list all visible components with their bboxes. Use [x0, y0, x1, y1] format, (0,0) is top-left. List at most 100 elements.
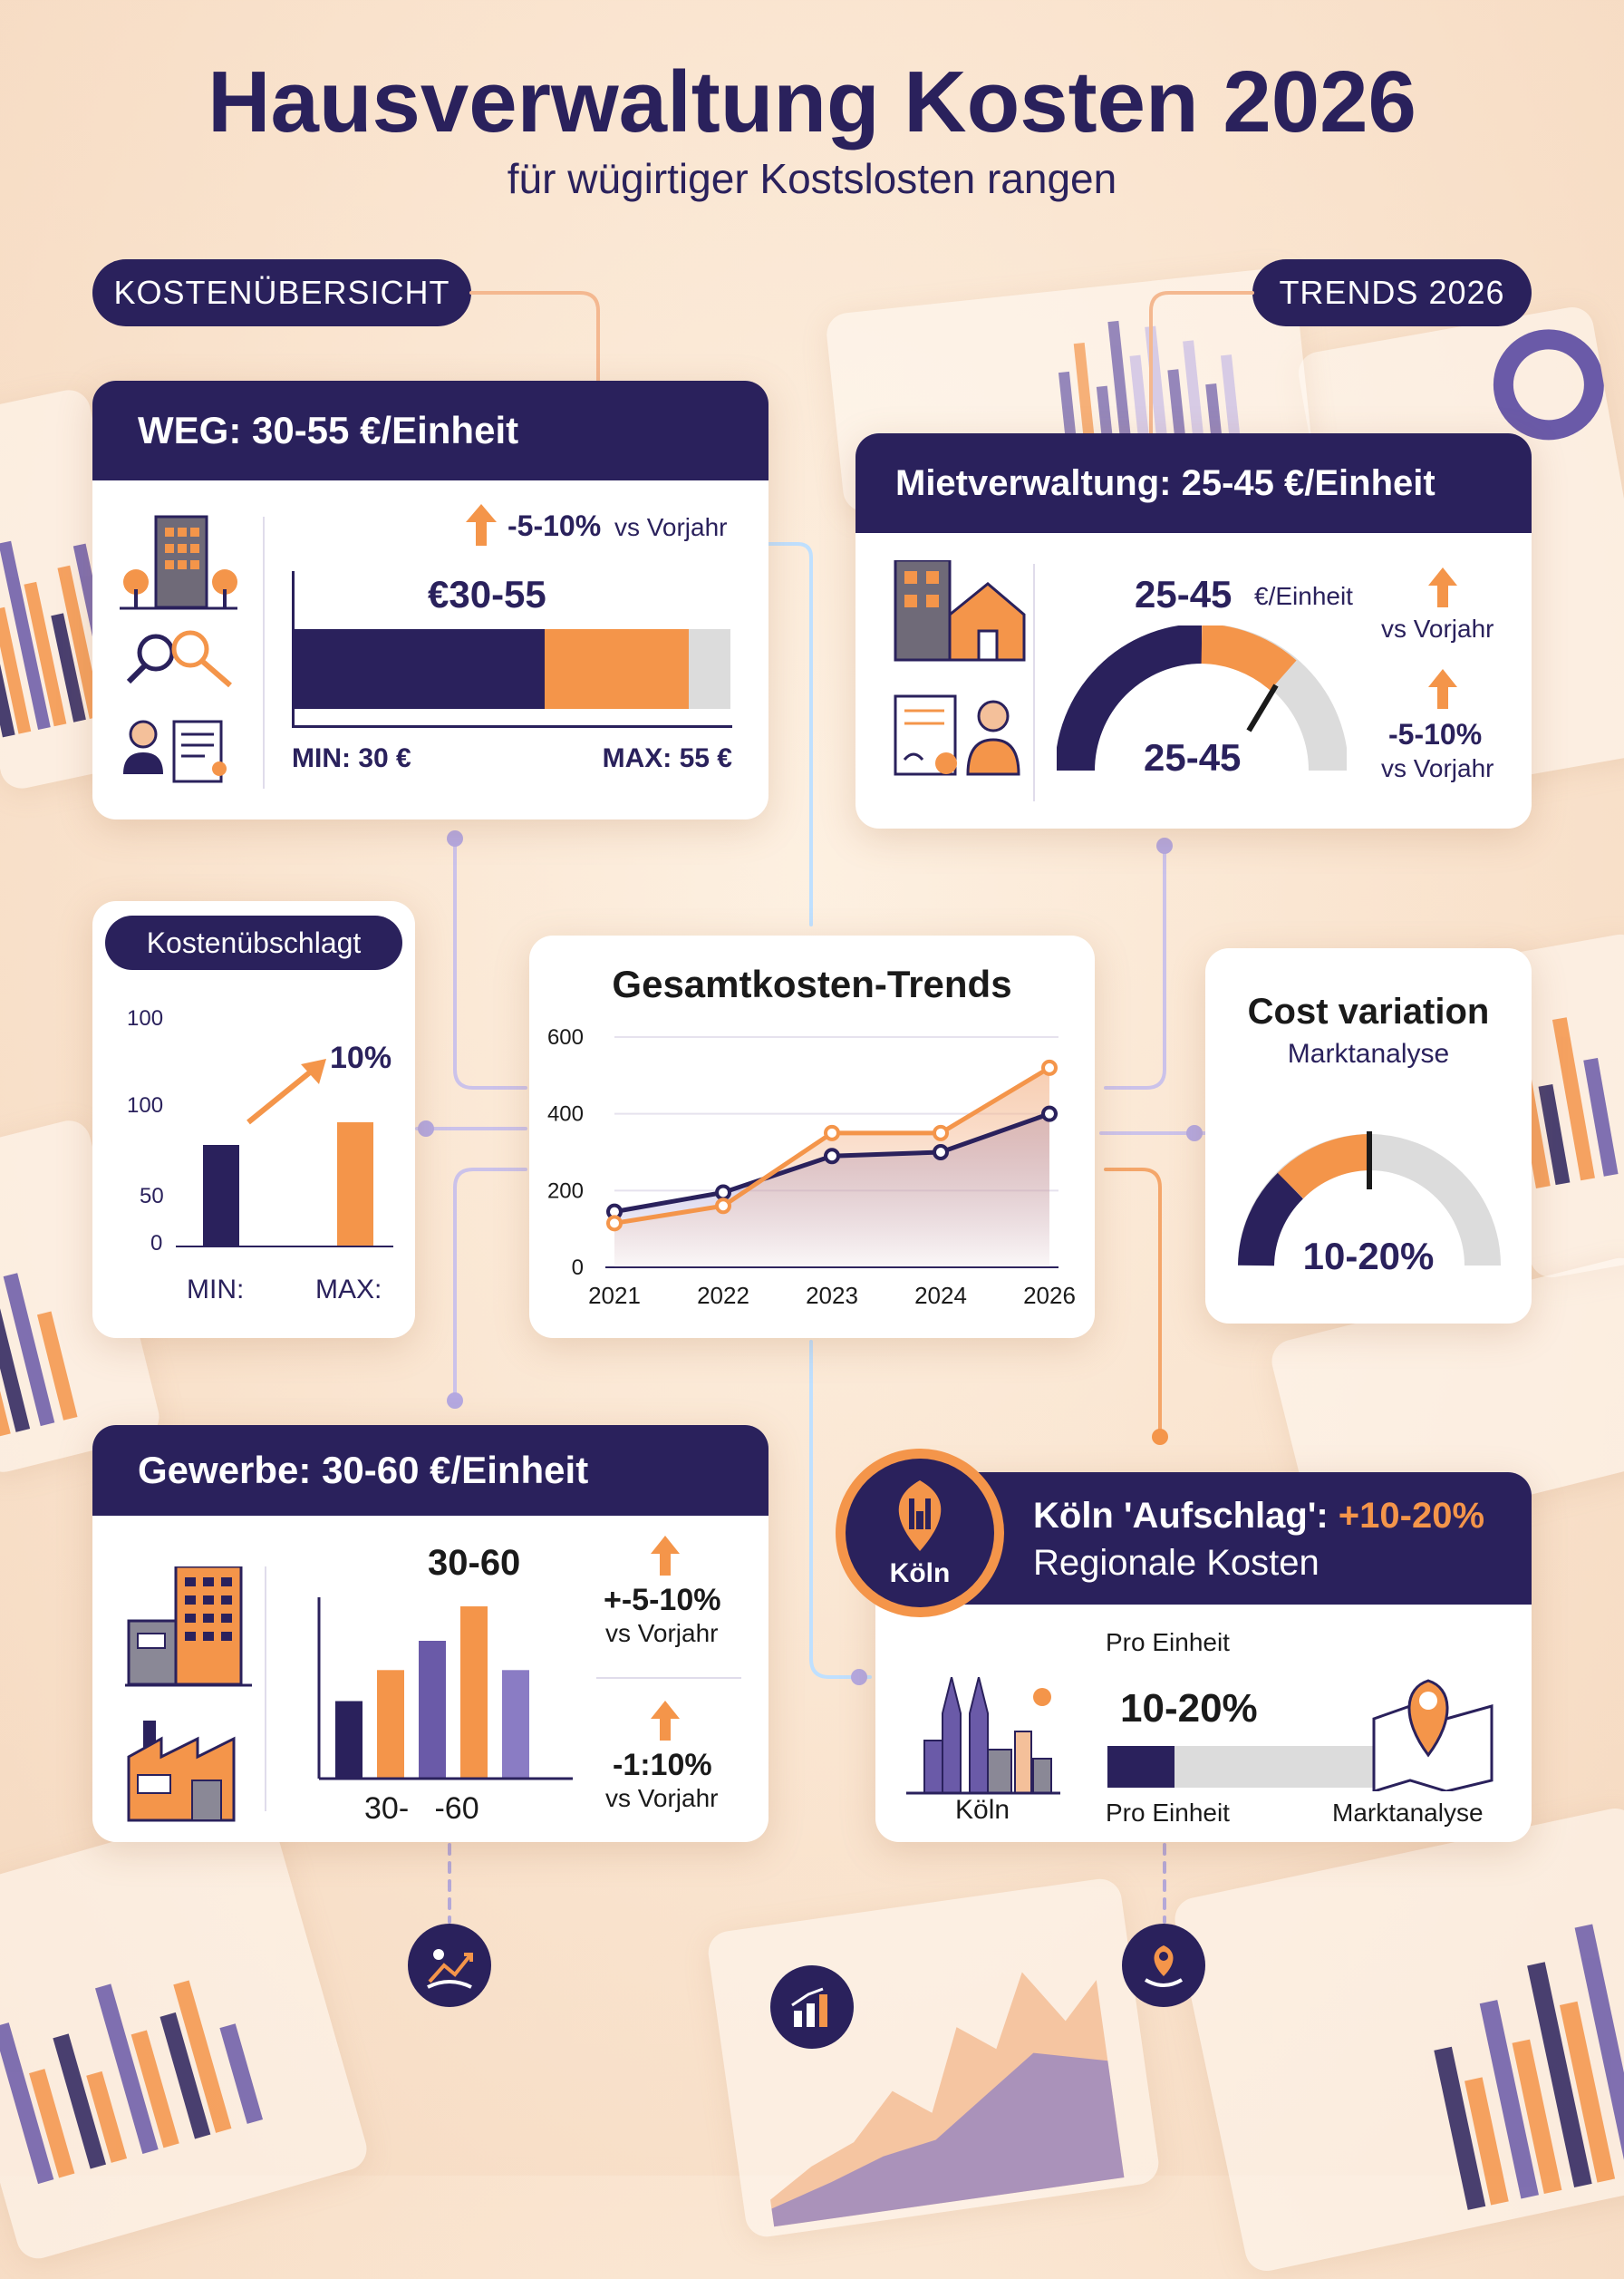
house-building-icon: [894, 560, 1026, 662]
bg-bars-bottom-right: [1434, 1924, 1624, 2210]
surcharge-baseline: [176, 1246, 393, 1247]
gewerbe-title: Gewerbe: 30-60 €/Einheit: [92, 1425, 768, 1516]
gewerbe-stat2-value: -1:10%: [613, 1748, 712, 1782]
chart-ytick: 600: [547, 1025, 584, 1050]
miet-gauge: [1057, 626, 1347, 771]
trend-chart-card: Gesamtkosten-Trends 600 400 200 0 2021 2022 20…: [529, 936, 1095, 1338]
surcharge-arrow-icon: [246, 1059, 326, 1125]
gewerbe-bar: [377, 1670, 404, 1779]
chart-point: [715, 1198, 731, 1215]
koeln-range-bar: [1107, 1746, 1374, 1788]
surcharge-change: 10%: [330, 1041, 392, 1075]
surcharge-bar-min: [203, 1144, 239, 1246]
miet-card: Mietverwaltung: 25-45 €/Einheit 25-45 €/…: [856, 433, 1532, 829]
miet-trend1-arrow-up-icon: [1428, 567, 1457, 607]
weg-baseline: [292, 725, 732, 728]
koeln-badge-label: Köln: [889, 1558, 951, 1588]
surcharge-tick-2: 50: [140, 1184, 164, 1208]
gewerbe-stat2-arrow-up-icon: [651, 1701, 680, 1741]
weg-min: MIN: 30 €: [292, 743, 411, 773]
weg-icons: [120, 515, 237, 783]
chart-ytick: 0: [572, 1256, 584, 1280]
chart-point: [824, 1124, 840, 1141]
weg-title: WEG: 30-55 €/Einheit: [92, 381, 768, 480]
trends-label: TRENDS 2026: [1252, 259, 1532, 326]
miet-trend2-arrow-up-icon: [1428, 669, 1457, 709]
overview-label: KOSTENÜBERSICHT: [92, 259, 471, 326]
weg-change-suffix: vs Vorjahr: [614, 513, 728, 541]
variation-subtitle: Marktanalyse: [1287, 1039, 1450, 1069]
chart-point: [606, 1215, 623, 1232]
bar-chart-icon: [791, 1987, 827, 2027]
cathedral-icon: [906, 1677, 1060, 1795]
surcharge-bar-max: [337, 1121, 373, 1246]
weg-card: WEG: 30-55 €/Einheit -5-10% vs Vor: [92, 381, 768, 819]
surcharge-min-label: MIN:: [187, 1275, 245, 1304]
surcharge-max-label: MAX:: [315, 1275, 382, 1304]
koeln-title-prefix: Köln 'Aufschlag': +10-20%: [1033, 1496, 1484, 1537]
miet-trend2-value: -5-10%: [1388, 718, 1483, 751]
contract-icon: [123, 720, 227, 783]
miet-trend2-label: vs Vorjahr: [1381, 754, 1494, 782]
chart-xtick: 2024: [914, 1282, 967, 1309]
koeln-range: 10-20%: [1120, 1686, 1258, 1731]
variation-title: Cost variation: [1247, 992, 1490, 1032]
weg-range: €30-55: [428, 573, 546, 616]
bottom-icon-left: [408, 1924, 491, 2007]
miet-icons: [894, 560, 1026, 776]
variation-gauge: [1238, 1131, 1501, 1266]
chart-point: [933, 1124, 949, 1141]
chart-xtick: 2021: [588, 1282, 641, 1309]
chart-xtick: 2026: [1023, 1282, 1076, 1309]
chart-point: [1041, 1105, 1058, 1122]
koeln-title-prefix-text: Köln 'Aufschlag':: [1033, 1496, 1339, 1536]
koeln-subtitle: Regionale Kosten: [1033, 1543, 1320, 1583]
gewerbe-range: 30-60: [428, 1543, 521, 1583]
gewerbe-bar: [419, 1641, 446, 1779]
variation-card: Cost variation Marktanalyse 10-20%: [1205, 948, 1532, 1324]
gewerbe-stat1-label: vs Vorjahr: [605, 1619, 719, 1647]
weg-axis: [292, 571, 295, 727]
agent-contract-icon: [894, 694, 1020, 776]
surcharge-card: Kostenübschlagt 100 100 50 0 10% MIN: MA…: [92, 901, 415, 1338]
koeln-market: Marktanalyse: [1332, 1799, 1484, 1827]
gewerbe-stat2-label: vs Vorjahr: [605, 1784, 719, 1812]
weg-max: MAX: 55 €: [602, 743, 732, 773]
koeln-title-value: +10-20%: [1338, 1496, 1485, 1536]
weg-bar-min-segment: [294, 629, 545, 709]
gewerbe-axis-label: 30- -60: [364, 1791, 479, 1826]
gewerbe-bar: [460, 1606, 488, 1779]
building-icon: [120, 515, 237, 610]
koeln-pro-bottom: Pro Einheit: [1106, 1799, 1230, 1827]
weg-bar-max-segment: [545, 629, 689, 709]
office-building-icon: [125, 1566, 252, 1687]
gewerbe-divider: [265, 1566, 266, 1811]
chart-title: Gesamtkosten-Trends: [612, 963, 1012, 1005]
chart-area-1: [614, 1067, 1049, 1267]
chart-ytick: 200: [547, 1178, 584, 1203]
factory-icon: [127, 1721, 236, 1822]
gewerbe-bar: [502, 1670, 529, 1779]
miet-trend1-label: vs Vorjahr: [1381, 615, 1494, 643]
location-pin-icon: [1144, 1945, 1184, 1987]
gewerbe-stat1-value: +-5-10%: [604, 1583, 721, 1617]
gewerbe-stat-divider: [596, 1677, 741, 1679]
miet-unit: €/Einheit: [1254, 582, 1353, 610]
page-subtitle: für wügirtiger Kostslosten rangen: [507, 155, 1117, 202]
chart-point: [715, 1184, 731, 1201]
gewerbe-bar: [335, 1701, 362, 1779]
chart-ytick: 400: [547, 1102, 584, 1127]
bg-panel-left-mid: [0, 1116, 164, 1477]
gewerbe-stat1-arrow-up-icon: [651, 1536, 680, 1576]
bg-panel-left-bottom: [0, 1798, 372, 2264]
chart-xtick: 2023: [806, 1282, 858, 1309]
weg-divider: [263, 517, 265, 789]
gewerbe-card: Gewerbe: 30-60 €/Einheit 30-60 30- -60 +…: [92, 1425, 768, 1842]
koeln-range-fill: [1107, 1746, 1174, 1788]
miet-range: 25-45: [1135, 573, 1232, 616]
miet-title: Mietverwaltung: 25-45 €/Einheit: [856, 433, 1532, 533]
weg-arrow-up-icon: [466, 504, 497, 546]
bottom-icon-center: [770, 1965, 854, 2049]
bg-bars-left-mid: [0, 1257, 78, 1438]
landscape-growth-icon: [427, 1949, 473, 1989]
